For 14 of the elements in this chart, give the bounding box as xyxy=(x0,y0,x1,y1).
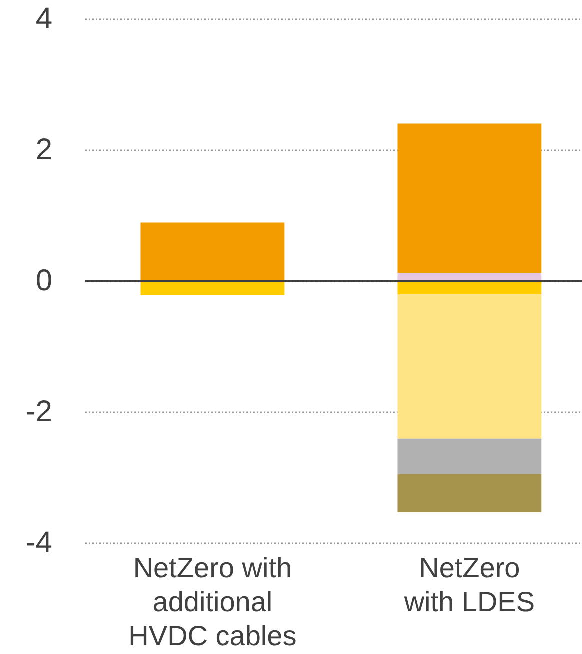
bar xyxy=(398,281,542,295)
y-tick-label: 4 xyxy=(36,2,52,36)
bar xyxy=(398,294,542,439)
y-tick-label: -4 xyxy=(26,526,52,560)
bar xyxy=(398,124,542,274)
bar xyxy=(398,474,542,512)
y-tick-label: -2 xyxy=(26,396,52,428)
bar xyxy=(398,438,542,474)
y-tick-label: 2 xyxy=(36,134,52,166)
bar xyxy=(140,222,285,281)
x-tick-label: NetZero with LDES xyxy=(403,552,536,618)
x-tick-label: NetZero with additional HVDC cables xyxy=(128,552,297,652)
y-tick-label: 0 xyxy=(36,264,52,298)
bar xyxy=(140,281,285,296)
